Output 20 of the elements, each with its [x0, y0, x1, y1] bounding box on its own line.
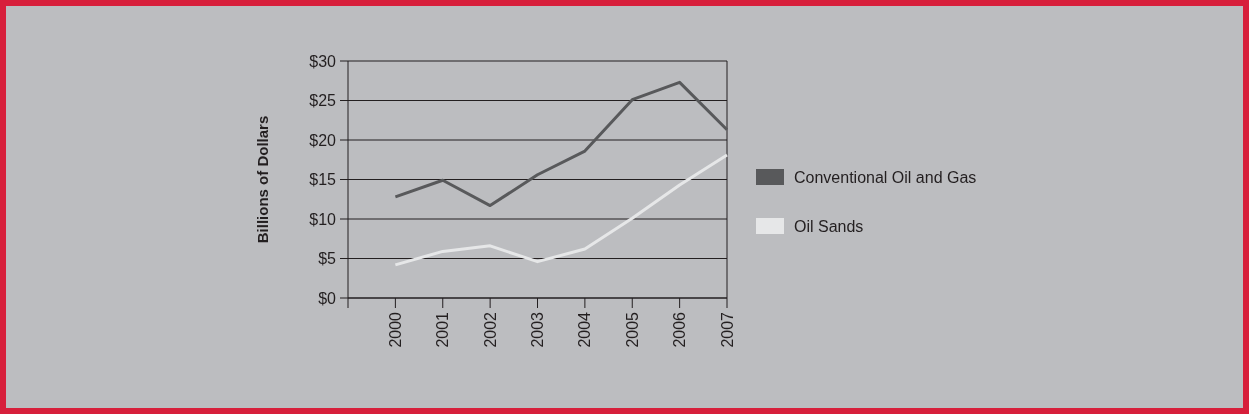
x-tick-label: 2007 [718, 311, 736, 348]
x-tick-label: 2006 [671, 311, 689, 348]
legend-label: Oil Sands [794, 217, 864, 235]
x-tick-label: 2001 [434, 311, 452, 348]
y-tick-label: $15 [309, 171, 337, 189]
x-tick-label: 2003 [529, 311, 547, 348]
x-tick-label: 2000 [386, 311, 404, 348]
line-series [393, 80, 729, 208]
y-tick-label: $10 [309, 210, 337, 228]
y-tick-label: $25 [309, 92, 337, 110]
y-tick-label: $0 [318, 289, 337, 307]
y-tick-label: $20 [309, 131, 337, 149]
x-tick-label: 2002 [481, 311, 499, 348]
y-axis-title: Billions of Dollars [254, 115, 271, 244]
line-series [393, 153, 729, 267]
x-tick-label: 2004 [576, 311, 594, 348]
legend-label: Conventional Oil and Gas [794, 168, 977, 186]
y-tick-label: $30 [309, 52, 337, 70]
y-tick-label: $5 [318, 250, 337, 268]
x-tick-label: 2005 [623, 311, 641, 348]
